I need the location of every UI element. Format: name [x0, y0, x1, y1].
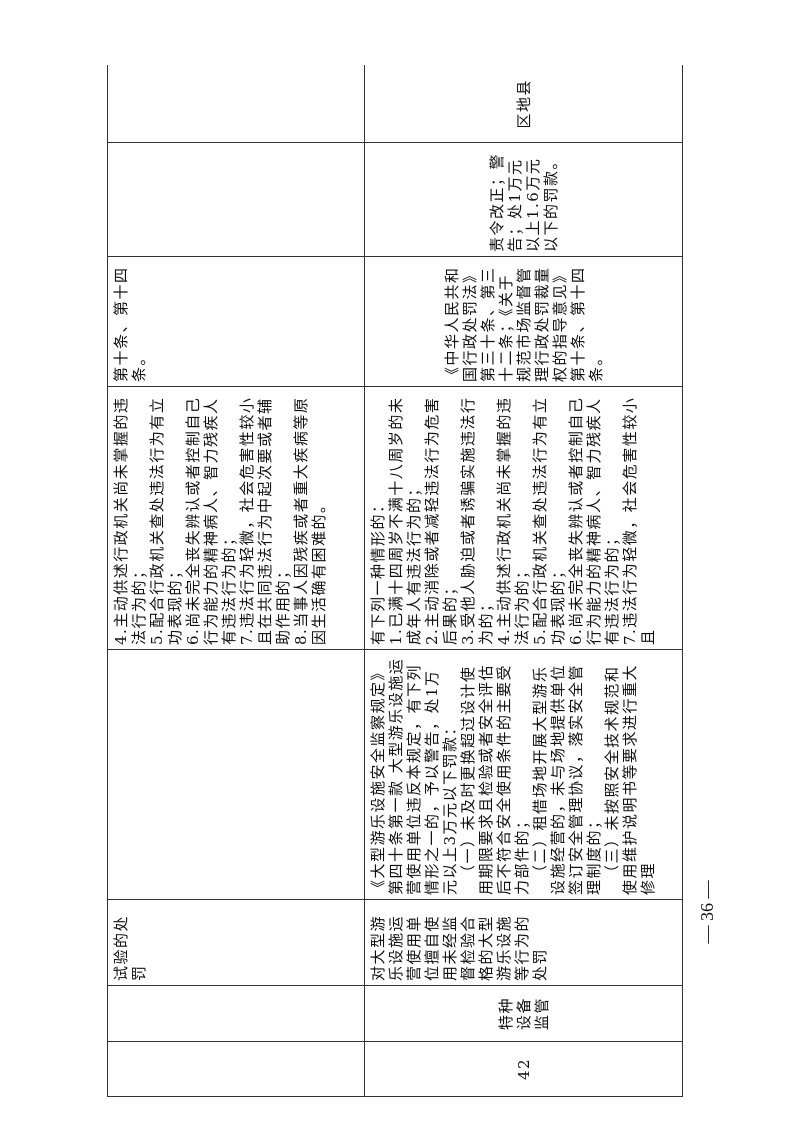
penalty-cell	[107, 142, 365, 257]
penalty-cell: 责令改正；警告；处1万元以上1.6万元以下的罚款。	[364, 142, 683, 257]
circumstance-line: 有下列一种情形的：	[369, 496, 387, 645]
circumstance-line: 4.主动供述行政机关尚未掌握的违法行为的；	[495, 396, 531, 645]
circumstance-line: 6.尚未完全丧失辨认或者控制自己行为能力的精神病人、智力残疾人有违法行为的；	[184, 396, 238, 645]
circumstance-line: 3.受他人胁迫或者诱骗实施违法行为的；	[459, 396, 495, 645]
circumstances-cell: 4.主动供述行政机关尚未掌握的违法行为的； 5.配合行政机关查处违法行为有立功表…	[107, 386, 365, 650]
legal-basis-cell	[107, 649, 365, 900]
rotated-page-content: 试验的处罚 4.主动供述行政机关尚未掌握的违法行为的； 5.配合行政机关查处违法…	[107, 65, 747, 1098]
legal-line: （三）未按照安全技术规范和使用维护说明书等要求进行重大修理	[603, 663, 657, 895]
category-cell	[107, 985, 365, 1042]
circumstance-line: 8.当事人因残疾或者重大疾病等原因生活确有困难的。	[292, 396, 328, 645]
row-number: 42	[364, 1041, 683, 1097]
legal-line: （一）未及时更换超过设计使用期限要求且检验或者安全评估后不符合安全使用条件的主要…	[459, 663, 531, 895]
item-cell: 对大型游乐设施运营使用单位擅自使用未经监督检验合格的大型游乐设施等行为的处罚	[364, 899, 683, 986]
legal-line: 《大型游乐设施安全监察规定》第四十条第一款 大型游乐设施运营使用单位违反本规定，…	[369, 657, 459, 895]
item-cell: 试验的处罚	[107, 899, 365, 986]
mitigation-basis-cell: 第十条、第十四条。	[107, 256, 365, 387]
circumstances-cell: 有下列一种情形的： 1.已满十四周岁不满十八周岁的未成年人有违法行为的； 2.主…	[364, 386, 683, 650]
circumstance-line: 5.配合行政机关查处违法行为有立功表现的；	[531, 396, 567, 645]
circumstance-line: 6.尚未完全丧失辨认或者控制自己行为能力的精神病人、智力残疾人有违法行为的；	[567, 396, 621, 645]
body-cell: 区地县	[364, 65, 683, 143]
legal-line: （二）租借场地开展大型游乐设施经营的，未与场地提供单位签订安全管理协议，落实安全…	[531, 663, 603, 895]
circumstance-line: 1.已满十四周岁不满十八周岁的未成年人有违法行为的；	[387, 396, 423, 645]
mitigation-basis-cell: 《中华人民共和国行政处罚法》第三十条、第三十二条；《关于规范市场监督管理行政处罚…	[364, 256, 683, 387]
circumstance-line: 5.配合行政机关查处违法行为有立功表现的；	[148, 396, 184, 645]
circumstance-line: 2.主动消除或者减轻违法行为危害后果的；	[423, 396, 459, 645]
circumstance-line: 4.主动供述行政机关尚未掌握的违法行为的；	[112, 396, 148, 645]
circumstance-line: 7.违法行为轻微，社会危害性较小且在共同违法行为中起次要或者辅助作用的；	[238, 396, 292, 645]
category-cell: 特种设备监管	[364, 985, 683, 1042]
body-cell	[107, 65, 365, 143]
table-row: 试验的处罚 4.主动供述行政机关尚未掌握的违法行为的； 5.配合行政机关查处违法…	[107, 65, 365, 1097]
circumstance-line: 7.违法行为轻微，社会危害性较小且	[621, 396, 657, 645]
penalty-discretion-table: 试验的处罚 4.主动供述行政机关尚未掌握的违法行为的； 5.配合行政机关查处违法…	[107, 65, 683, 1098]
row-number	[107, 1041, 365, 1097]
legal-basis-cell: 《大型游乐设施安全监察规定》第四十条第一款 大型游乐设施运营使用单位违反本规定，…	[364, 649, 683, 900]
table-row: 42 特种设备监管 对大型游乐设施运营使用单位擅自使用未经监督检验合格的大型游乐…	[364, 65, 683, 1097]
page-number: — 36 —	[697, 880, 717, 944]
